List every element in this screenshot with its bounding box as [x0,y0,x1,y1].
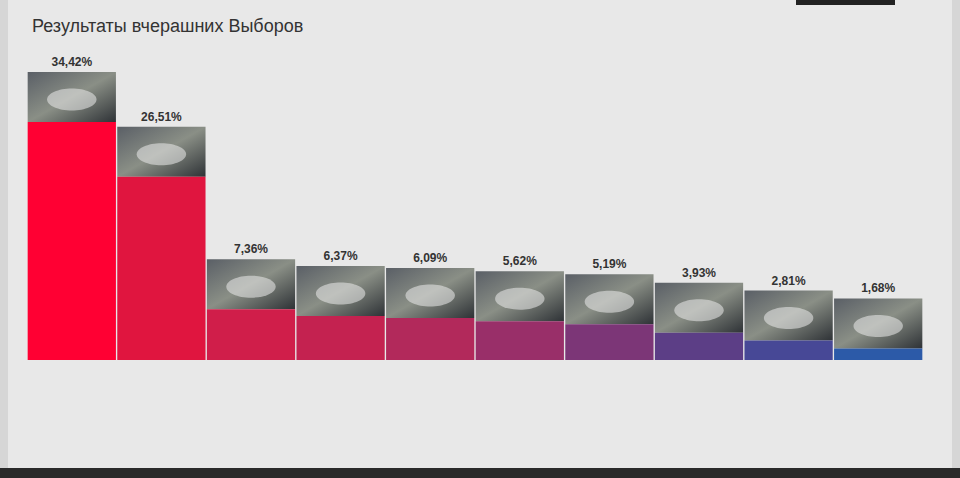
svg-text:Результаты вчерашних Выборов: Результаты вчерашних Выборов [32,16,303,36]
svg-text:1,68%: 1,68% [861,281,895,295]
svg-text:2,81%: 2,81% [772,274,806,288]
svg-text:6,37%: 6,37% [324,249,358,263]
svg-text:5,19%: 5,19% [592,257,626,271]
svg-text:26,51%: 26,51% [141,110,182,124]
svg-text:5,62%: 5,62% [503,254,537,268]
svg-text:34,42%: 34,42% [51,55,92,69]
svg-text:3,93%: 3,93% [682,266,716,280]
svg-text:6,09%: 6,09% [413,251,447,265]
svg-text:7,36%: 7,36% [234,242,268,256]
